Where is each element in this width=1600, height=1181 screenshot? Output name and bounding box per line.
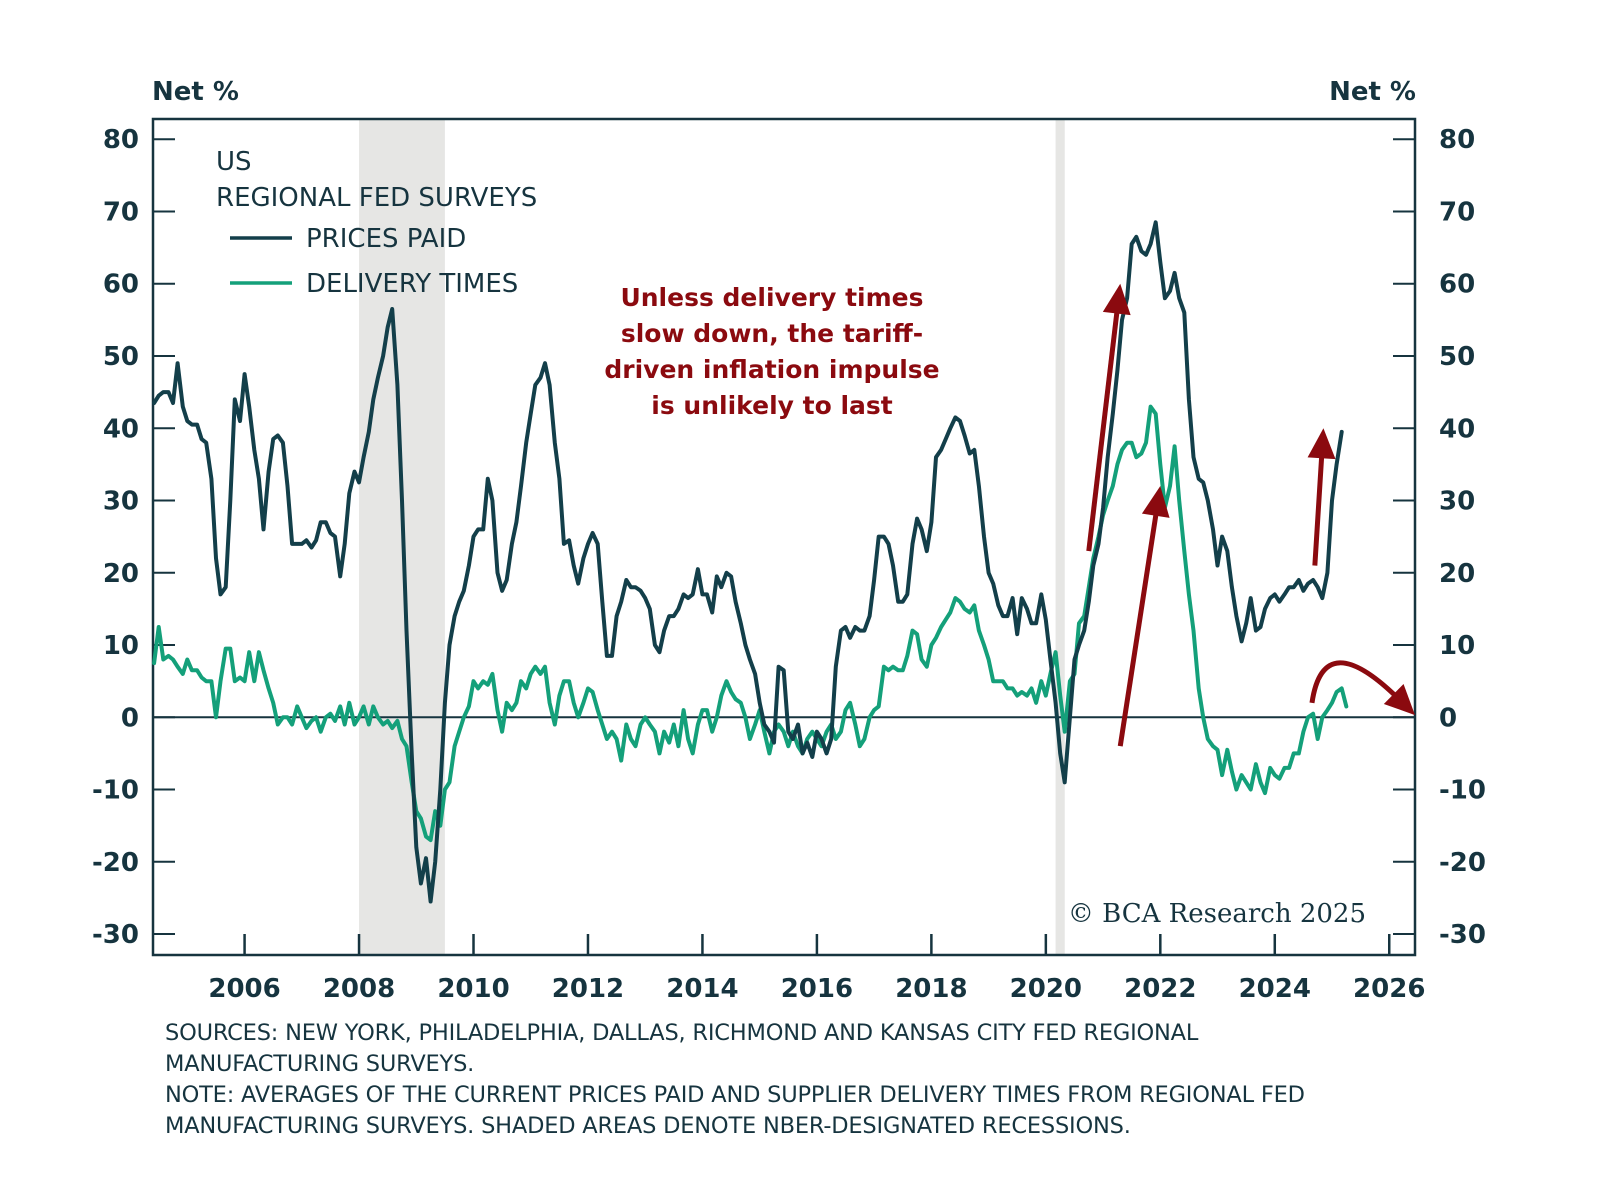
- y-tick-label-right: -20: [1439, 848, 1486, 878]
- y-tick-label-left: -30: [92, 920, 139, 950]
- footnotes: SOURCES: NEW YORK, PHILADELPHIA, DALLAS,…: [165, 1018, 1465, 1142]
- y-tick-label-right: 30: [1439, 487, 1475, 517]
- note-line-1: NOTE: AVERAGES OF THE CURRENT PRICES PAI…: [165, 1082, 1305, 1108]
- annotation-line-2: slow down, the tariff-: [621, 319, 923, 348]
- annotation-line-1: Unless delivery times: [620, 283, 923, 312]
- x-tick-label: 2026: [1353, 974, 1425, 1004]
- y-axis-label-left: Net %: [152, 77, 239, 107]
- legend: US REGIONAL FED SURVEYS PRICES PAID DELI…: [216, 147, 537, 299]
- y-tick-label-left: 40: [103, 414, 139, 444]
- y-tick-label-left: -20: [92, 848, 139, 878]
- x-tick-label: 2008: [323, 974, 395, 1004]
- y-tick-label-right: 40: [1439, 414, 1475, 444]
- annotations: [1086, 283, 1415, 747]
- y-tick-label-right: 80: [1439, 125, 1475, 155]
- x-tick-label: 2024: [1239, 974, 1311, 1004]
- note-line-2: MANUFACTURING SURVEYS. SHADED AREAS DENO…: [165, 1113, 1131, 1139]
- y-tick-label-left: 30: [103, 487, 139, 517]
- annotation-text: Unless delivery times slow down, the tar…: [604, 283, 939, 420]
- y-tick-label-right: -30: [1439, 920, 1486, 950]
- x-tick-label: 2006: [208, 974, 280, 1004]
- annotation-arrow-up-shaft: [1312, 452, 1325, 566]
- series-line-prices-paid: [152, 220, 1344, 904]
- y-tick-label-left: 70: [103, 197, 139, 227]
- annotation-curved-arrow-head: [1383, 684, 1415, 716]
- y-tick-label-right: 60: [1439, 270, 1475, 300]
- y-tick-label-right: 70: [1439, 197, 1475, 227]
- y-tick-label-left: 10: [103, 631, 139, 661]
- y-tick-label-left: -10: [92, 776, 139, 806]
- x-tick-label: 2022: [1124, 974, 1196, 1004]
- x-tick-label: 2010: [437, 974, 509, 1004]
- chart-title-line-1: US: [216, 147, 252, 177]
- sources-line-1: SOURCES: NEW YORK, PHILADELPHIA, DALLAS,…: [165, 1020, 1199, 1046]
- legend-label-prices-paid: PRICES PAID: [306, 224, 466, 254]
- annotation-arrow-up-shaft: [1117, 509, 1160, 747]
- y-tick-label-left: 60: [103, 270, 139, 300]
- series-layer: [152, 220, 1349, 904]
- x-tick-label: 2018: [895, 974, 967, 1004]
- x-tick-label: 2016: [781, 974, 853, 1004]
- sources-line-2: MANUFACTURING SURVEYS.: [165, 1051, 475, 1077]
- annotation-arrow-up-head: [1141, 486, 1170, 518]
- x-tick-label: 2020: [1010, 974, 1082, 1004]
- annotation-arrow-up-head: [1307, 428, 1336, 460]
- copyright: © BCA Research 2025: [1068, 899, 1366, 929]
- annotation-curved-arrow-shaft: [1309, 660, 1402, 704]
- plot-frame: [151, 117, 1417, 957]
- recession-band: [1055, 119, 1065, 955]
- y-tick-label-left: 50: [103, 342, 139, 372]
- y-tick-label-right: 50: [1439, 342, 1475, 372]
- annotation-line-3: driven inflation impulse: [604, 355, 939, 384]
- y-tick-label-right: 10: [1439, 631, 1475, 661]
- series-line-delivery-times: [152, 404, 1349, 843]
- annotation-arrow-up-head: [1102, 283, 1131, 316]
- y-axis-label-right: Net %: [1329, 77, 1416, 107]
- y-tick-label-right: -10: [1439, 776, 1486, 806]
- annotation-line-4: is unlikely to last: [651, 391, 893, 420]
- y-tick-label-left: 0: [121, 703, 139, 733]
- x-tick-label: 2012: [552, 974, 624, 1004]
- x-tick-label: 2014: [666, 974, 738, 1004]
- y-tick-label-right: 20: [1439, 559, 1475, 589]
- legend-label-delivery-times: DELIVERY TIMES: [306, 269, 518, 299]
- y-tick-label-left: 80: [103, 125, 139, 155]
- y-tick-label-left: 20: [103, 559, 139, 589]
- annotation-arrow-up-shaft: [1086, 307, 1120, 552]
- chart-title-line-2: REGIONAL FED SURVEYS: [216, 183, 537, 213]
- y-tick-label-right: 0: [1439, 703, 1457, 733]
- plot-border: [151, 117, 1417, 957]
